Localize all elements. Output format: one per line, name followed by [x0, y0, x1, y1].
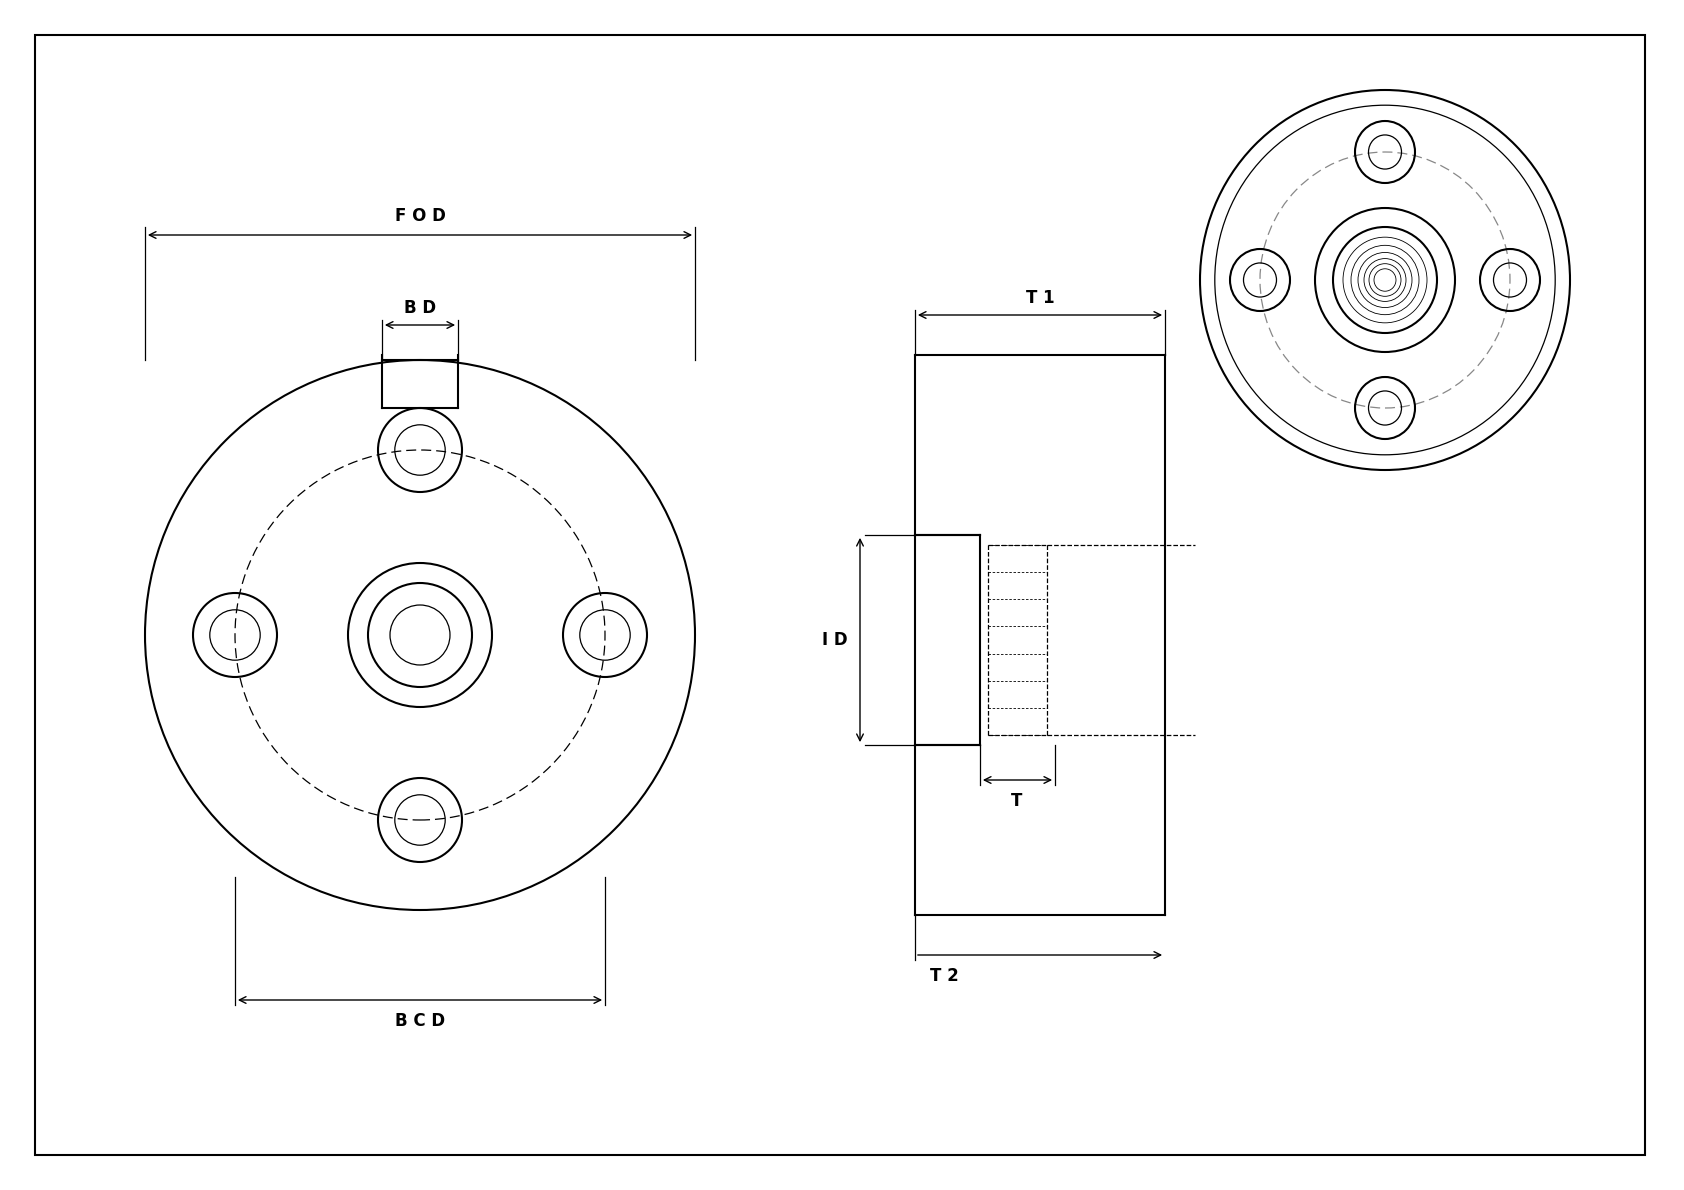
Text: I D: I D [822, 631, 849, 649]
Text: B C D: B C D [396, 1012, 445, 1031]
Text: F O D: F O D [394, 207, 446, 225]
Text: T: T [1012, 793, 1022, 810]
Text: B D: B D [404, 299, 436, 317]
Text: T 1: T 1 [1026, 289, 1054, 307]
Text: T 2: T 2 [930, 967, 958, 985]
